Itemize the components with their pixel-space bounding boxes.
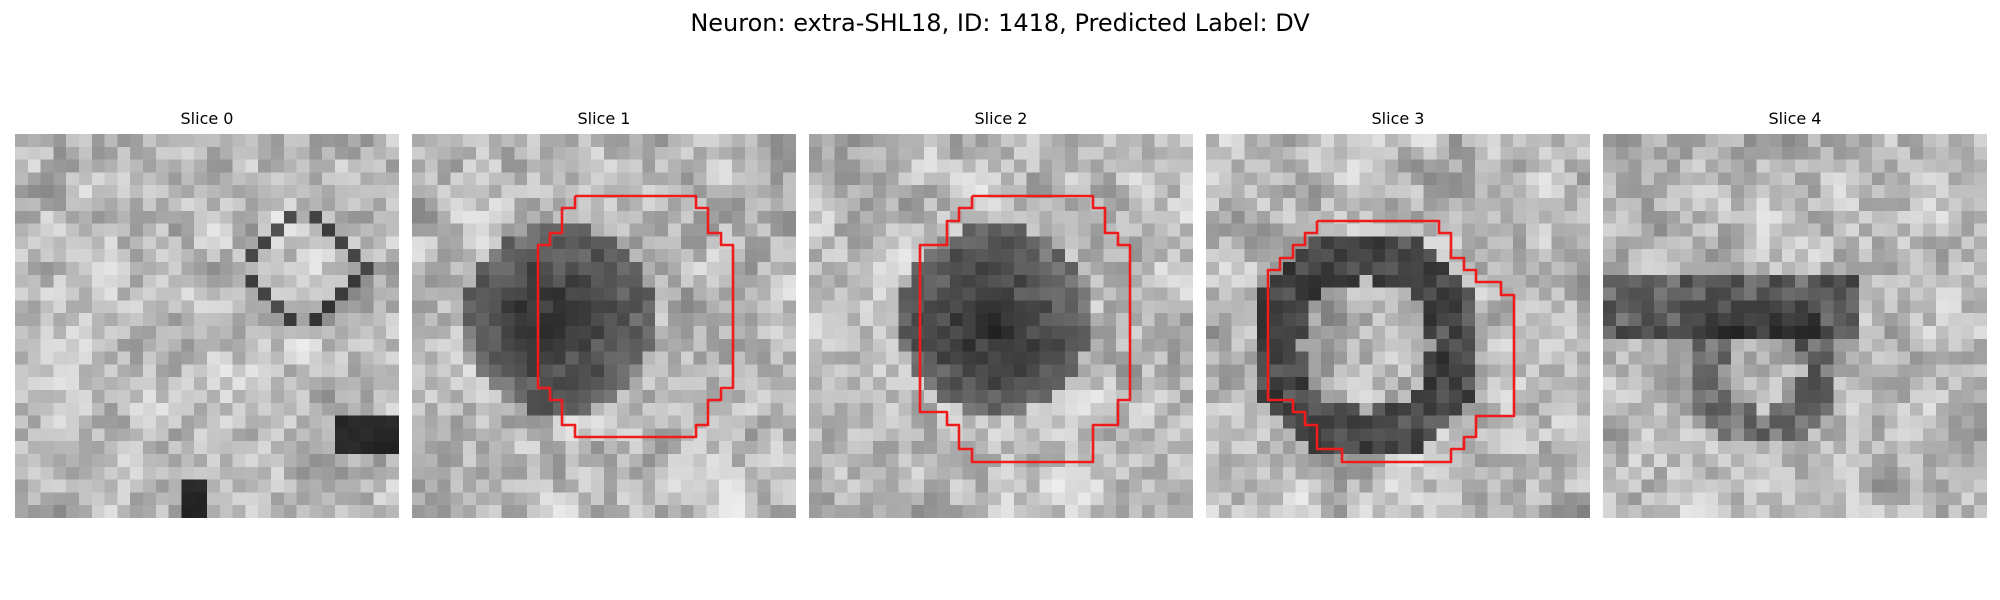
slice-title: Slice 4 — [1768, 109, 1822, 128]
slice-title: Slice 0 — [180, 109, 234, 128]
slice-title: Slice 1 — [577, 109, 631, 128]
figure-title: Neuron: extra-SHL18, ID: 1418, Predicted… — [690, 9, 1310, 37]
slice-image — [1603, 134, 1987, 518]
slice-image — [1206, 134, 1590, 518]
slice-title: Slice 3 — [1371, 109, 1425, 128]
slice-title: Slice 2 — [974, 109, 1028, 128]
segmentation-outline — [1266, 219, 1516, 464]
slice-image — [15, 134, 399, 518]
segmentation-outline — [536, 194, 735, 439]
segmentation-outline — [918, 194, 1132, 464]
